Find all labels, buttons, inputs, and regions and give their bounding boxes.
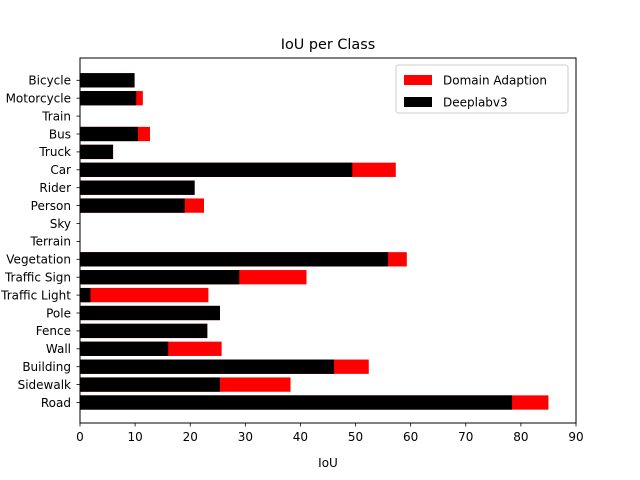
x-tick-label: 80 [513, 430, 528, 444]
chart-title: IoU per Class [281, 37, 376, 53]
x-tick-label: 50 [348, 430, 363, 444]
x-axis-label: IoU [318, 456, 338, 470]
y-tick-label: Person [31, 199, 71, 213]
bar-deeplabv3-person [80, 198, 185, 213]
x-tick-label: 60 [403, 430, 418, 444]
y-tick-label: Bicycle [28, 74, 71, 88]
y-tick-label: Pole [46, 306, 71, 320]
x-tick-label: 0 [76, 430, 84, 444]
y-axis: Road Sidewalk Building Wall Fence Pole Traffic… [0, 74, 80, 410]
y-tick-label: Sky [50, 217, 71, 231]
plot-frame [79, 57, 577, 424]
bar-deeplabv3-traffic-light [80, 287, 91, 303]
x-tick-label: 70 [458, 430, 473, 444]
y-tick-label: Motorcycle [6, 92, 71, 106]
y-tick-label: Sidewalk [18, 378, 71, 392]
x-tick-label: 90 [568, 430, 583, 444]
bar-domain-adaption-traffic-light [80, 287, 209, 303]
y-tick-label: Road [41, 396, 71, 410]
bar-deeplabv3-bus [80, 126, 138, 142]
bar-deeplabv3-building [80, 359, 335, 374]
y-tick-label: Wall [46, 342, 71, 356]
bar-deeplabv3-truck [80, 144, 114, 160]
y-tick-label: Train [41, 109, 71, 123]
x-tick-label: 20 [183, 430, 198, 444]
x-tick-label: 40 [293, 430, 308, 444]
legend-box [395, 64, 569, 114]
legend-swatch [404, 75, 432, 85]
legend-label: Domain Adaption [443, 74, 547, 88]
y-tick-label: Terrain [29, 235, 71, 249]
y-tick-label: Fence [36, 324, 71, 338]
bar-deeplabv3-motorcycle [80, 91, 137, 106]
bar-deeplabv3-bicycle [80, 73, 135, 88]
bar-deeplabv3-pole [80, 305, 220, 321]
bar-deeplabv3-traffic-sign [80, 270, 240, 285]
x-tick-label: 30 [238, 430, 253, 444]
bar-deeplabv3-fence [80, 323, 208, 339]
y-tick-label: Vegetation [6, 253, 71, 267]
legend-swatch [404, 97, 432, 107]
x-tick-label: 10 [127, 430, 142, 444]
bar-deeplabv3-wall [80, 341, 169, 356]
bars-group [80, 73, 549, 410]
bar-deeplabv3-road [80, 395, 513, 410]
y-tick-label: Building [22, 360, 71, 374]
legend-label: Deeplabv3 [443, 96, 508, 110]
y-tick-label: Bus [49, 127, 71, 141]
y-tick-label: Truck [38, 145, 71, 159]
legend: Domain Adaption Deeplabv3 [395, 64, 569, 114]
bar-deeplabv3-car [80, 162, 353, 177]
y-tick-label: Rider [39, 181, 71, 195]
y-tick-label: Traffic Light [0, 288, 71, 302]
x-axis: 0 10 20 30 40 50 60 70 80 90 [76, 423, 584, 444]
bar-deeplabv3-sidewalk [80, 377, 220, 392]
y-tick-label: Traffic Sign [4, 271, 71, 285]
bar-deeplabv3-vegetation [80, 252, 389, 267]
bar-deeplabv3-rider [80, 180, 195, 195]
y-tick-label: Car [50, 163, 71, 177]
